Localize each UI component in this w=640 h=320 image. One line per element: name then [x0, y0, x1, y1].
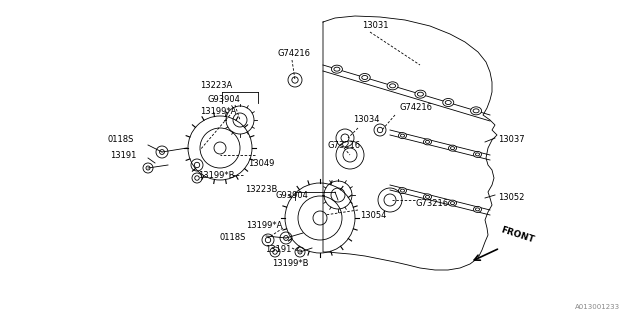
- Ellipse shape: [426, 140, 429, 143]
- Text: 13199*B: 13199*B: [272, 259, 308, 268]
- Text: FRONT: FRONT: [500, 226, 536, 245]
- Text: 0118S: 0118S: [108, 135, 134, 145]
- Text: A013001233: A013001233: [575, 304, 620, 310]
- Text: G73216: G73216: [328, 140, 361, 149]
- Text: G93904: G93904: [208, 95, 241, 105]
- Text: G74216: G74216: [278, 50, 311, 59]
- Ellipse shape: [443, 99, 454, 107]
- Text: 13199*A: 13199*A: [246, 220, 282, 229]
- Ellipse shape: [362, 76, 368, 79]
- Ellipse shape: [476, 208, 479, 211]
- Text: 13037: 13037: [498, 135, 525, 145]
- Ellipse shape: [332, 65, 342, 73]
- Ellipse shape: [473, 109, 479, 113]
- Text: 13191: 13191: [265, 245, 291, 254]
- Ellipse shape: [470, 107, 481, 115]
- Text: 13223A: 13223A: [200, 81, 232, 90]
- Ellipse shape: [424, 194, 431, 200]
- Text: 0118S: 0118S: [220, 234, 246, 243]
- Text: G93904: G93904: [276, 190, 309, 199]
- Ellipse shape: [334, 67, 340, 71]
- Ellipse shape: [426, 196, 429, 198]
- Ellipse shape: [417, 92, 424, 96]
- Ellipse shape: [359, 74, 371, 82]
- Ellipse shape: [474, 151, 481, 157]
- Ellipse shape: [476, 153, 479, 156]
- Text: G74216: G74216: [400, 103, 433, 113]
- Ellipse shape: [445, 100, 451, 105]
- Text: 13199*B: 13199*B: [198, 171, 234, 180]
- Ellipse shape: [390, 84, 396, 88]
- Ellipse shape: [401, 189, 404, 192]
- Text: G73216: G73216: [415, 198, 448, 207]
- Ellipse shape: [449, 145, 456, 151]
- Ellipse shape: [387, 82, 398, 90]
- Ellipse shape: [424, 139, 431, 145]
- Text: 13049: 13049: [248, 158, 275, 167]
- Text: 13191: 13191: [110, 150, 136, 159]
- Text: 13052: 13052: [498, 194, 524, 203]
- Text: 13054: 13054: [360, 211, 387, 220]
- Ellipse shape: [451, 147, 454, 150]
- Text: 13199*A: 13199*A: [200, 108, 236, 116]
- Ellipse shape: [474, 206, 481, 212]
- Ellipse shape: [399, 132, 406, 139]
- Text: 13034: 13034: [353, 116, 380, 124]
- Ellipse shape: [399, 188, 406, 194]
- Ellipse shape: [451, 202, 454, 204]
- Ellipse shape: [449, 200, 456, 206]
- Ellipse shape: [401, 134, 404, 137]
- Ellipse shape: [415, 90, 426, 98]
- Text: 13223B: 13223B: [245, 186, 277, 195]
- Text: 13031: 13031: [362, 21, 388, 30]
